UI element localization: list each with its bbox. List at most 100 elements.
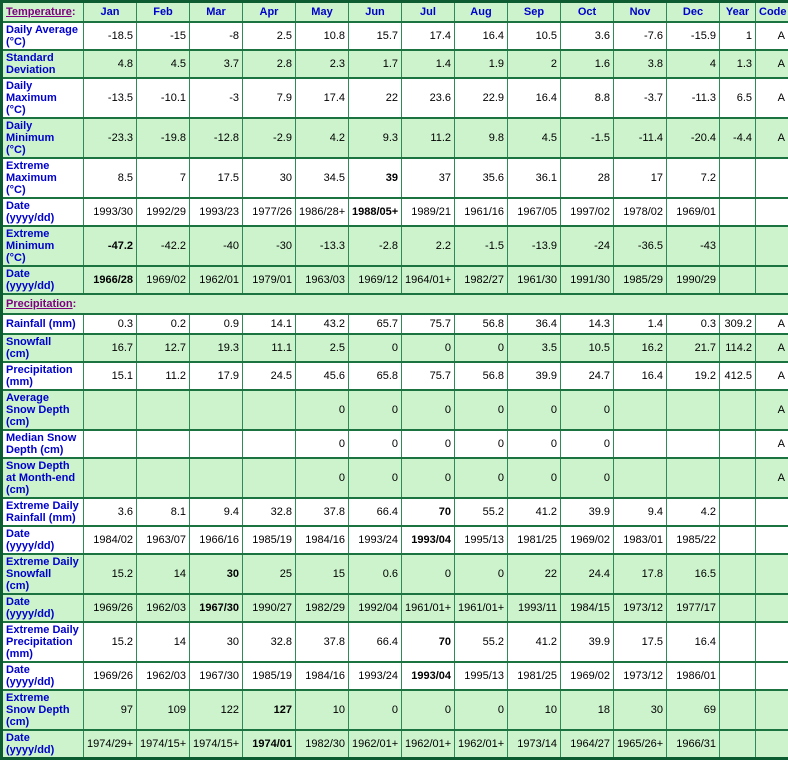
median-snow-depth-jan — [83, 428, 137, 459]
standard-deviation-may: 2.3 — [295, 48, 349, 79]
daily-minimum-jan: -23.3 — [83, 116, 137, 159]
standard-deviation-oct: 1.6 — [560, 48, 614, 79]
extreme-daily-precipitation-date-year — [719, 660, 756, 691]
extreme-snow-depth-label: Extreme Snow Depth (cm) — [1, 688, 84, 731]
extreme-daily-rainfall-jan: 3.6 — [83, 496, 137, 527]
extreme-daily-snowfall-date-label: Date (yyyy/dd) — [1, 592, 84, 623]
precipitation-nov: 16.4 — [613, 360, 667, 391]
snowfall-mar: 19.3 — [189, 332, 243, 363]
column-header-dec: Dec — [666, 0, 720, 23]
daily-minimum-apr: -2.9 — [242, 116, 296, 159]
snowfall-apr: 11.1 — [242, 332, 296, 363]
extreme-snow-depth-oct: 18 — [560, 688, 614, 731]
rainfall-code: A — [755, 312, 788, 335]
extreme-snow-depth-date-jul: 1962/01+ — [401, 728, 455, 759]
extreme-snow-depth-date-oct: 1964/27 — [560, 728, 614, 759]
precipitation-code: A — [755, 360, 788, 391]
extreme-daily-rainfall-date-jun: 1993/24 — [348, 524, 402, 555]
average-snow-depth-jan — [83, 388, 137, 431]
extreme-daily-snowfall-date-mar: 1967/30 — [189, 592, 243, 623]
extreme-daily-snowfall-date-row: Date (yyyy/dd) 1969/26 1962/03 1967/30 1990/… — [1, 592, 788, 623]
extreme-daily-rainfall-date-dec: 1985/22 — [666, 524, 720, 555]
extreme-daily-snowfall-row: Extreme Daily Snowfall (cm) 15.2 14 30 25 15 0… — [1, 552, 788, 595]
daily-maximum-label: Daily Maximum (°C) — [1, 76, 84, 119]
extreme-minimum-nov: -36.5 — [613, 224, 667, 267]
extreme-maximum-oct: 28 — [560, 156, 614, 199]
extreme-maximum-date-jan: 1993/30 — [83, 196, 137, 227]
extreme-daily-rainfall-oct: 39.9 — [560, 496, 614, 527]
column-header-jan: Jan — [83, 0, 137, 23]
extreme-minimum-label: Extreme Minimum (°C) — [1, 224, 84, 267]
extreme-minimum-date-aug: 1982/27 — [454, 264, 508, 295]
daily-minimum-year: -4.4 — [719, 116, 756, 159]
extreme-maximum-sep: 36.1 — [507, 156, 561, 199]
snowfall-aug: 0 — [454, 332, 508, 363]
daily-maximum-jul: 23.6 — [401, 76, 455, 119]
extreme-daily-snowfall-nov: 17.8 — [613, 552, 667, 595]
rainfall-nov: 1.4 — [613, 312, 667, 335]
extreme-daily-snowfall-jan: 15.2 — [83, 552, 137, 595]
column-header-nov: Nov — [613, 0, 667, 23]
snow-depth-month-end-feb — [136, 456, 190, 499]
extreme-daily-precipitation-jun: 66.4 — [348, 620, 402, 663]
extreme-snow-depth-date-code — [755, 728, 788, 759]
extreme-daily-rainfall-date-year — [719, 524, 756, 555]
extreme-snow-depth-date-may: 1982/30 — [295, 728, 349, 759]
extreme-maximum-feb: 7 — [136, 156, 190, 199]
daily-minimum-label: Daily Minimum (°C) — [1, 116, 84, 159]
snow-depth-month-end-code: A — [755, 456, 788, 499]
extreme-minimum-dec: -43 — [666, 224, 720, 267]
extreme-minimum-date-code — [755, 264, 788, 295]
extreme-daily-precipitation-row: Extreme Daily Precipitation (mm) 15.2 14 30… — [1, 620, 788, 663]
median-snow-depth-jun: 0 — [348, 428, 402, 459]
extreme-maximum-mar: 17.5 — [189, 156, 243, 199]
daily-average-jan: -18.5 — [83, 20, 137, 51]
extreme-maximum-row: Extreme Maximum (°C) 8.5 7 17.5 30 34.5 39 37 35… — [1, 156, 788, 199]
column-header-aug: Aug — [454, 0, 508, 23]
extreme-minimum-date-row: Date (yyyy/dd) 1966/28 1969/02 1962/01 1979/… — [1, 264, 788, 295]
temperature-section-link-colon: : — [71, 5, 76, 18]
extreme-minimum-date-jan: 1966/28 — [83, 264, 137, 295]
extreme-minimum-date-oct: 1991/30 — [560, 264, 614, 295]
extreme-daily-precipitation-label: Extreme Daily Precipitation (mm) — [1, 620, 84, 663]
snowfall-oct: 10.5 — [560, 332, 614, 363]
extreme-minimum-row: Extreme Minimum (°C) -47.2 -42.2 -40 -30 -13.… — [1, 224, 788, 267]
extreme-minimum-mar: -40 — [189, 224, 243, 267]
average-snow-depth-sep: 0 — [507, 388, 561, 431]
daily-maximum-year: 6.5 — [719, 76, 756, 119]
temperature-section-link[interactable]: Temperature — [6, 5, 72, 18]
snowfall-label: Snowfall (cm) — [1, 332, 84, 363]
extreme-maximum-code — [755, 156, 788, 199]
extreme-snow-depth-year — [719, 688, 756, 731]
extreme-daily-precipitation-date-jun: 1993/24 — [348, 660, 402, 691]
daily-average-year: 1 — [719, 20, 756, 51]
extreme-daily-rainfall-date-sep: 1981/25 — [507, 524, 561, 555]
precipitation-jan: 15.1 — [83, 360, 137, 391]
extreme-daily-precipitation-date-jul: 1993/04 — [401, 660, 455, 691]
daily-average-sep: 10.5 — [507, 20, 561, 51]
daily-maximum-mar: -3 — [189, 76, 243, 119]
extreme-daily-precipitation-dec: 16.4 — [666, 620, 720, 663]
average-snow-depth-mar — [189, 388, 243, 431]
rainfall-apr: 14.1 — [242, 312, 296, 335]
precipitation-may: 45.6 — [295, 360, 349, 391]
precipitation-section-link[interactable]: Precipitation — [6, 297, 73, 310]
precipitation-section-row: Precipitation: — [1, 292, 788, 315]
extreme-maximum-date-code — [755, 196, 788, 227]
extreme-daily-snowfall-date-jul: 1961/01+ — [401, 592, 455, 623]
average-snow-depth-may: 0 — [295, 388, 349, 431]
extreme-daily-snowfall-date-apr: 1990/27 — [242, 592, 296, 623]
average-snow-depth-dec — [666, 388, 720, 431]
extreme-minimum-date-nov: 1985/29 — [613, 264, 667, 295]
extreme-daily-rainfall-sep: 41.2 — [507, 496, 561, 527]
daily-maximum-nov: -3.7 — [613, 76, 667, 119]
extreme-daily-precipitation-date-jan: 1969/26 — [83, 660, 137, 691]
median-snow-depth-dec — [666, 428, 720, 459]
column-header-sep: Sep — [507, 0, 561, 23]
snowfall-nov: 16.2 — [613, 332, 667, 363]
extreme-daily-snowfall-feb: 14 — [136, 552, 190, 595]
average-snow-depth-nov — [613, 388, 667, 431]
extreme-daily-snowfall-label: Extreme Daily Snowfall (cm) — [1, 552, 84, 595]
temperature-section-header: Temperature: — [1, 0, 84, 23]
extreme-daily-snowfall-date-oct: 1984/15 — [560, 592, 614, 623]
